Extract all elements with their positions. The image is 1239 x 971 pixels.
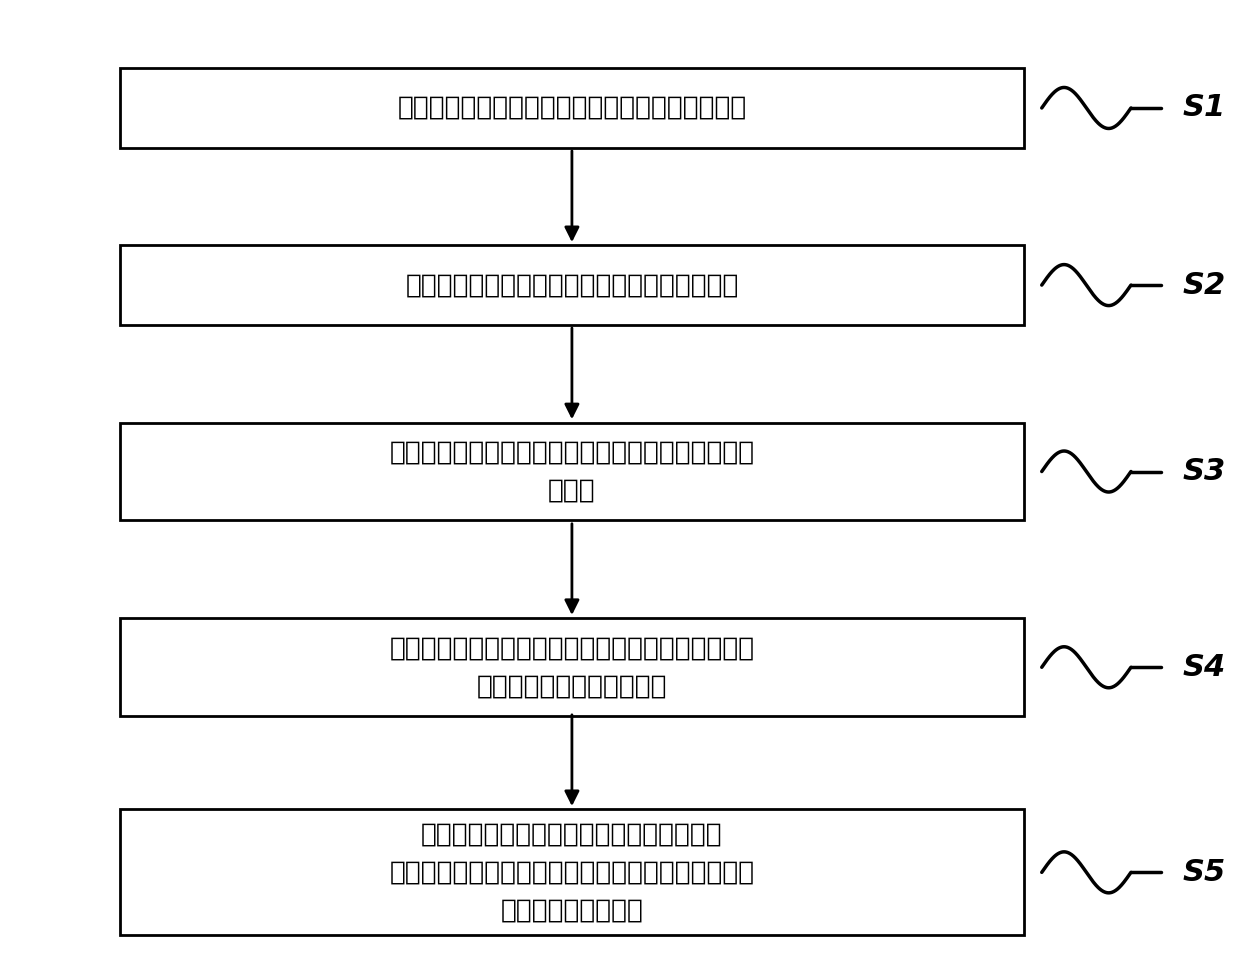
FancyBboxPatch shape [120,810,1023,935]
Text: 使用现有人脸检测器检测人脸图像的稀疏关键点: 使用现有人脸检测器检测人脸图像的稀疏关键点 [405,272,738,298]
Text: 基于所述仿射变换矩阵将所述人脸图像仿射变换到所
述均值人脸尺寸的输入图像: 基于所述仿射变换矩阵将所述人脸图像仿射变换到所 述均值人脸尺寸的输入图像 [389,635,755,699]
FancyBboxPatch shape [120,619,1023,717]
Text: S2: S2 [1182,271,1225,300]
FancyBboxPatch shape [120,68,1023,148]
FancyBboxPatch shape [120,422,1023,520]
Text: S3: S3 [1182,457,1225,486]
Text: S5: S5 [1182,857,1225,887]
Text: S4: S4 [1182,653,1225,682]
Text: 基于所述均值人脸、人脸图像稀疏关键点计算仿射变
换矩阵: 基于所述均值人脸、人脸图像稀疏关键点计算仿射变 换矩阵 [389,440,755,504]
Text: S1: S1 [1182,93,1225,122]
FancyBboxPatch shape [120,246,1023,324]
Text: 计算密集关键点在检测模型输入尺寸下的均值人脸: 计算密集关键点在检测模型输入尺寸下的均值人脸 [398,95,747,121]
Text: 基于所述检测模型检测人脸图像的关键点，
通过逆仿射变换对关键点坐标进行还原，得到原始人
脸图像中密集关键点: 基于所述检测模型检测人脸图像的关键点， 通过逆仿射变换对关键点坐标进行还原，得到… [389,821,755,923]
